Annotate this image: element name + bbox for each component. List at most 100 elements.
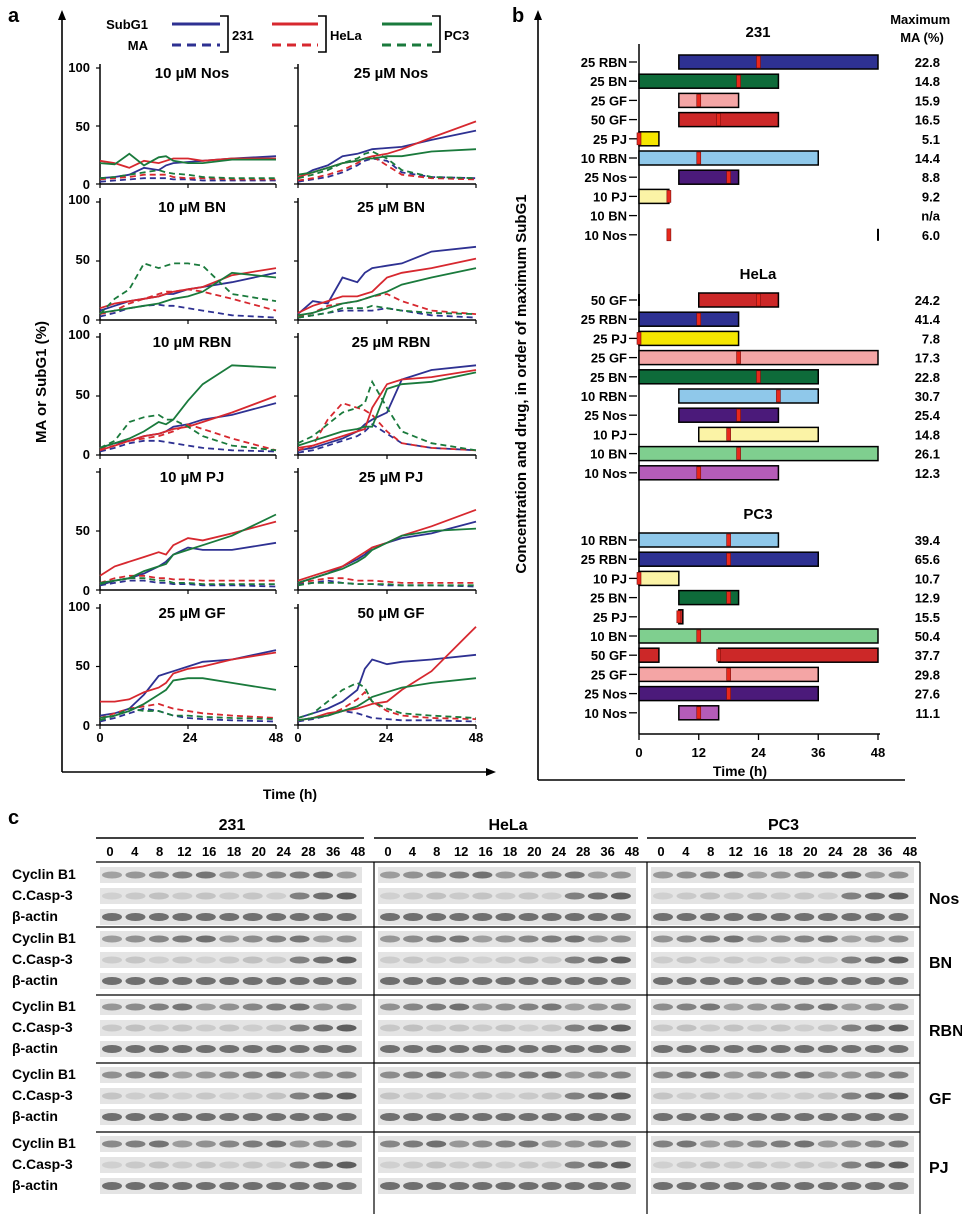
blot-band: [541, 1161, 562, 1169]
panel-b-x-tick-label: 36: [811, 745, 825, 760]
ytick-row5-100: 100: [68, 599, 90, 614]
blot-band: [313, 956, 334, 964]
blot-band: [817, 1161, 838, 1169]
blot-band: [610, 1182, 631, 1190]
series-line-hela-subg1: [99, 267, 277, 310]
timeline-bar: [638, 73, 780, 89]
blot-band: [518, 1092, 539, 1100]
blot-band: [817, 956, 838, 964]
timeline-group-title: HeLa: [740, 266, 777, 283]
panel-a-y-axis-arrow: [58, 10, 66, 20]
blot-band: [794, 892, 815, 900]
blot-band: [587, 1092, 608, 1100]
blot-band: [426, 977, 447, 985]
blot-band: [864, 935, 885, 943]
blot-band: [541, 977, 562, 985]
blot-timepoint-label: 18: [778, 844, 792, 859]
blot-band: [102, 977, 122, 985]
timeline-row-label: 25 BN: [590, 370, 627, 385]
blot-band: [495, 913, 516, 921]
blot-timepoint-label: 48: [351, 844, 365, 859]
timeline-row-label: 25 BN: [590, 591, 627, 606]
blot-band: [676, 892, 697, 900]
blot-row-label: Cyclin B1: [12, 866, 76, 882]
blot-band: [794, 977, 815, 985]
panel-letter-a: a: [8, 5, 20, 27]
timeline-row-label: 25 Nos: [584, 408, 627, 423]
blot-cell-line-title: 231: [219, 817, 246, 834]
timeline-max-marker: [756, 370, 761, 384]
blot-band: [841, 1161, 862, 1169]
blot-band: [219, 1182, 240, 1190]
blot-band: [242, 1161, 263, 1169]
blot-band: [518, 1161, 539, 1169]
blot-band: [266, 892, 287, 900]
blot-band: [403, 1045, 424, 1053]
ytick-row4-0: 0: [83, 583, 90, 598]
timeline-max-marker: [696, 312, 702, 326]
blot-band: [541, 1113, 562, 1121]
blot-band: [426, 1092, 447, 1100]
subplot-title: 50 µM GF: [358, 605, 425, 622]
blot-band: [541, 1045, 562, 1053]
blot-band: [403, 913, 424, 921]
blot-band: [770, 1024, 791, 1032]
blot-band: [172, 1071, 193, 1079]
timeline-max-marker: [636, 132, 642, 146]
blot-band: [472, 1182, 493, 1190]
series-line-hela-subg1: [99, 520, 277, 577]
timeline-max-marker: [726, 428, 731, 441]
timeline-max-ma-value: 65.6: [915, 552, 940, 567]
blot-band: [676, 956, 697, 964]
blot-band: [449, 956, 470, 964]
blot-band: [495, 1071, 516, 1079]
blot-band: [472, 935, 493, 943]
blot-band: [336, 1092, 357, 1100]
timeline-bar: [638, 445, 879, 462]
blot-band: [172, 977, 193, 985]
timeline-max-ma-value: n/a: [921, 209, 941, 224]
blot-band: [380, 1161, 400, 1169]
timeline-group-pc3: PC3 10 RBN 39.4 25 RBN 65.6 10 PJ 10.7 25 BN 12.…: [581, 506, 941, 721]
blot-drug-label: RBN: [929, 1023, 962, 1040]
xtick-left-0: 0: [96, 730, 103, 745]
blot-band: [289, 1113, 310, 1121]
blot-band: [172, 935, 193, 943]
blot-band: [864, 1113, 885, 1121]
blot-band: [676, 977, 697, 985]
blot-band: [313, 977, 334, 985]
blot-timepoint-label: 18: [227, 844, 241, 859]
blot-band: [888, 1045, 909, 1053]
blot-band: [723, 935, 744, 943]
blot-band: [794, 871, 815, 879]
blot-band: [700, 1161, 721, 1169]
blot-band: [125, 1182, 146, 1190]
timeline-row-label: 50 GF: [591, 293, 627, 308]
blot-band: [426, 1045, 447, 1053]
blot-band: [723, 1024, 744, 1032]
blot-band: [610, 1024, 631, 1032]
blot-band: [102, 956, 122, 964]
blot-band: [770, 1045, 791, 1053]
series-line-hela-ma: [99, 423, 277, 452]
series-line-hela-subg1: [100, 651, 277, 703]
blot-row-label: β-actin: [12, 1040, 58, 1056]
blot-band: [770, 1140, 791, 1148]
timeline-max-marker: [736, 447, 741, 460]
blot-band: [449, 1182, 470, 1190]
blot-band: [495, 871, 516, 879]
blot-band: [564, 913, 585, 921]
blot-row-label: Cyclin B1: [12, 1135, 76, 1151]
blot-band: [888, 913, 909, 921]
blot-timepoint-label: 16: [753, 844, 767, 859]
subplot-title: 10 µM PJ: [160, 469, 225, 486]
timeline-row-label: 25 RBN: [581, 552, 627, 567]
timeline-max-marker: [636, 572, 642, 585]
timeline-max-marker: [756, 55, 761, 69]
blot-band: [289, 1140, 310, 1148]
blot-band: [266, 935, 287, 943]
blot-band: [676, 1045, 697, 1053]
blot-band: [495, 1003, 516, 1011]
blot-band: [426, 1024, 447, 1032]
blot-row-label: β-actin: [12, 1177, 58, 1193]
